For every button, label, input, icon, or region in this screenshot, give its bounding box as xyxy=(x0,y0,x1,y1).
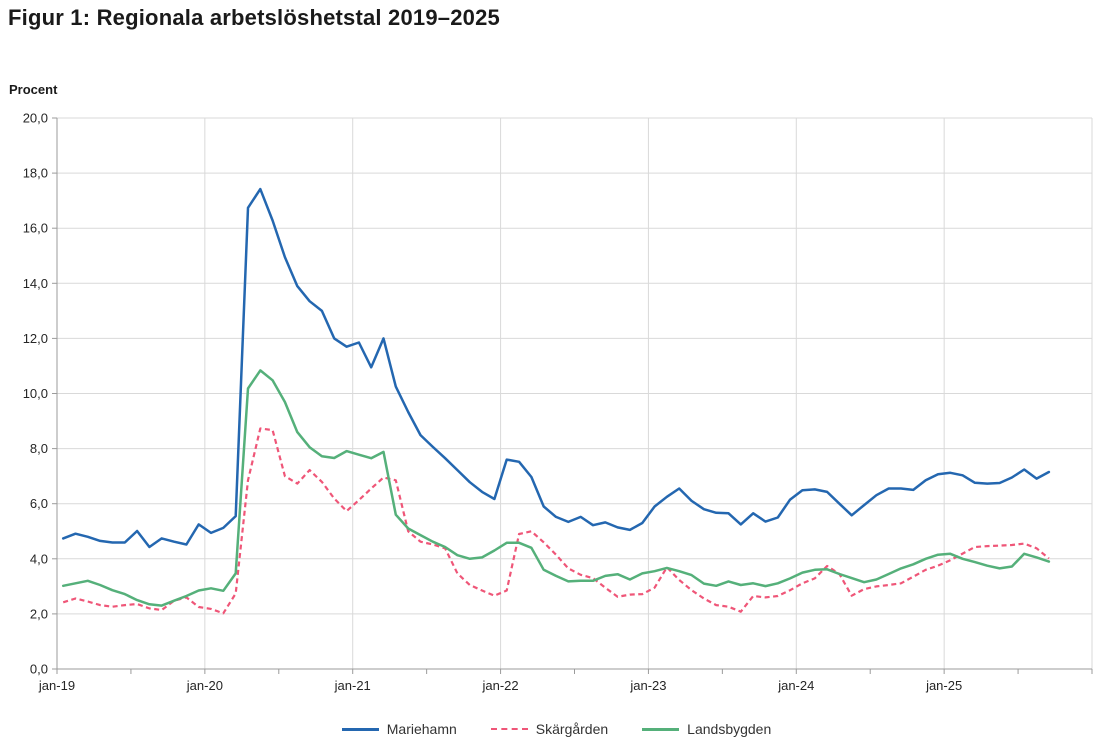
legend-item-mariehamn: Mariehamn xyxy=(341,721,457,737)
series-line-landsbygden xyxy=(61,369,1051,607)
y-axis-label: 2,0 xyxy=(30,606,48,621)
y-axis-label: 18,0 xyxy=(23,166,48,181)
series-line-mariehamn xyxy=(61,187,1051,549)
x-axis-label: jan-20 xyxy=(186,678,223,693)
y-axis-label: 20,0 xyxy=(23,111,48,126)
x-axis-label: jan-19 xyxy=(38,678,75,693)
y-axis-label: 16,0 xyxy=(23,221,48,236)
x-axis-label: jan-22 xyxy=(482,678,519,693)
legend-label-mariehamn: Mariehamn xyxy=(386,721,457,737)
legend-item-landsbygden: Landsbygden xyxy=(642,721,771,737)
x-axis-label: jan-23 xyxy=(629,678,666,693)
y-axis-label: 0,0 xyxy=(30,662,48,677)
series-line-skrgrden xyxy=(62,427,1050,615)
y-axis-label: 14,0 xyxy=(23,276,48,291)
chart-legend: Mariehamn Skärgården Landsbygden xyxy=(0,721,1113,737)
landsbygden-line-sample-icon xyxy=(642,727,680,731)
legend-label-landsbygden: Landsbygden xyxy=(687,721,772,737)
x-axis-label: jan-24 xyxy=(777,678,814,693)
mariehamn-line-sample-icon xyxy=(341,727,379,731)
y-axis-label: 10,0 xyxy=(23,386,48,401)
y-axis-label: 4,0 xyxy=(30,551,48,566)
skargarden-line-sample-icon xyxy=(490,728,528,730)
chart-title: Figur 1: Regionala arbetslöshetstal 2019… xyxy=(8,5,500,30)
chart-canvas: 20,018,016,014,012,010,08,06,04,02,00,0j… xyxy=(23,111,1093,693)
x-axis-label: jan-21 xyxy=(334,678,371,693)
y-axis-label: 8,0 xyxy=(30,441,48,456)
y-axis-label: 12,0 xyxy=(23,331,48,346)
y-axis-title: Procent xyxy=(9,82,58,97)
x-axis-label: jan-25 xyxy=(925,678,962,693)
legend-item-skargarden: Skärgården xyxy=(490,721,609,737)
legend-label-skargarden: Skärgården xyxy=(535,721,609,737)
y-axis-label: 6,0 xyxy=(30,496,48,511)
